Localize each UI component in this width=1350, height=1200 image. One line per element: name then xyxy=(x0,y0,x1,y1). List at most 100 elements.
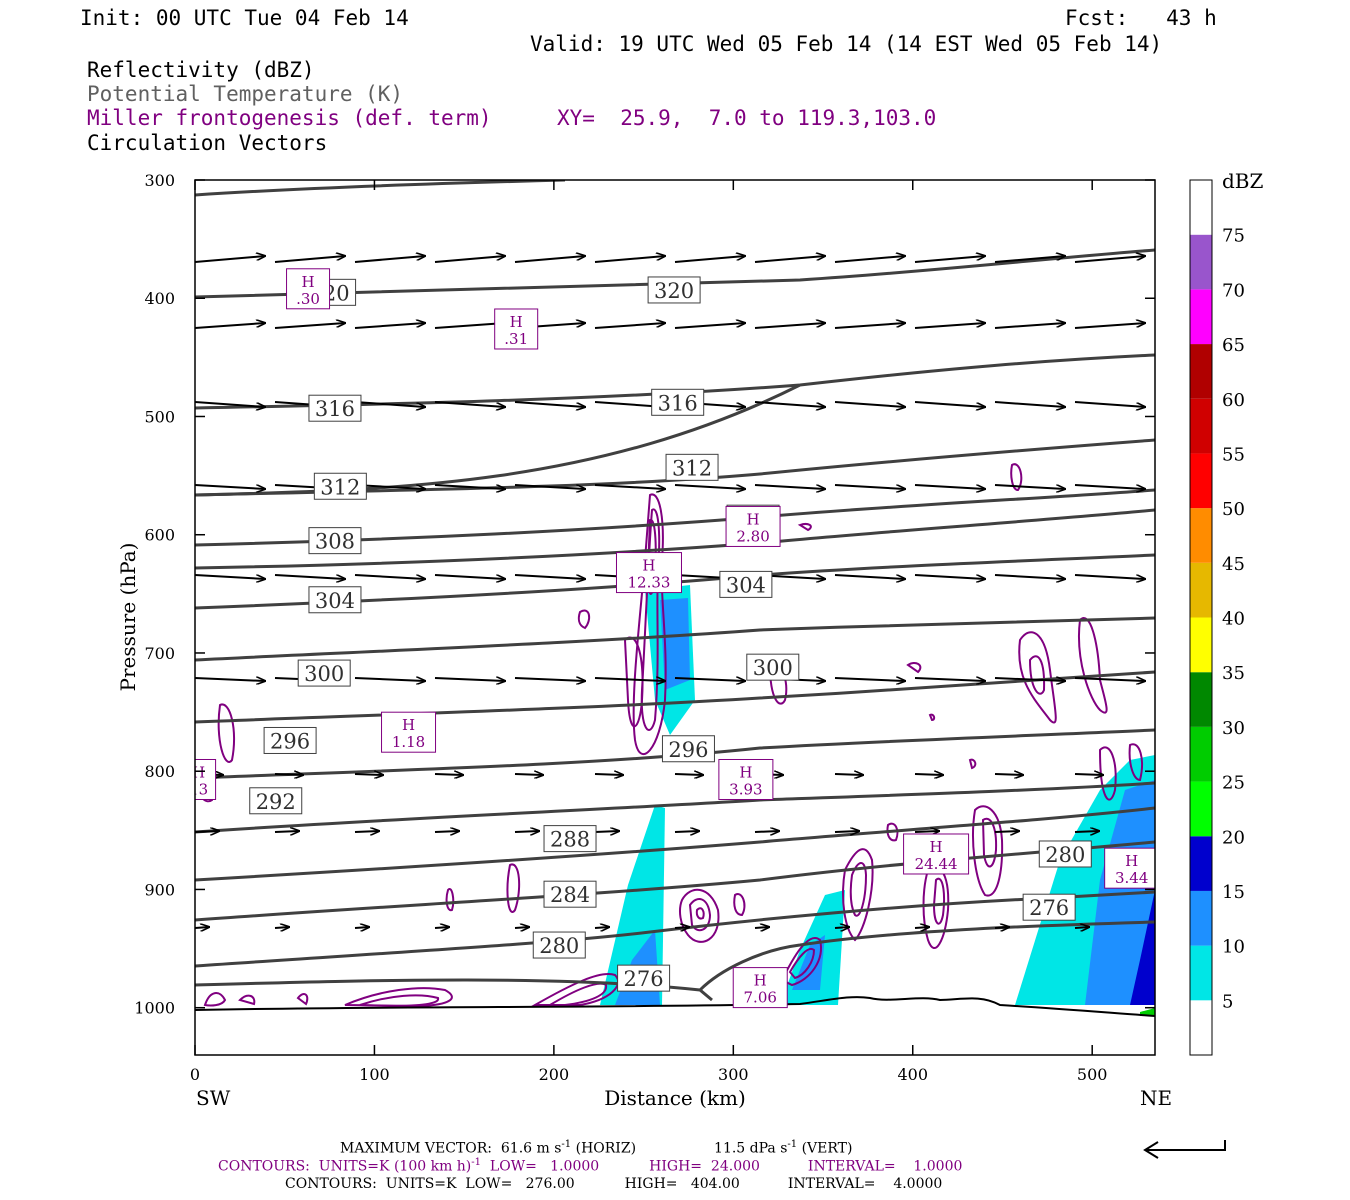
theta-label: 280 xyxy=(1038,840,1092,868)
theta-label: 320 xyxy=(647,276,701,304)
theta-label-text: 304 xyxy=(726,573,766,597)
circulation-vector xyxy=(914,256,985,263)
circulation-vector xyxy=(674,774,703,775)
circulation-vector xyxy=(354,256,425,263)
fronto-max-marker: H xyxy=(402,716,415,734)
colorbar-swatch xyxy=(1190,672,1212,727)
theta-label: 276 xyxy=(617,964,671,992)
colorbar-label: 15 xyxy=(1222,882,1245,903)
circulation-vector xyxy=(994,484,1065,489)
x-tick-label: 400 xyxy=(897,1065,928,1084)
circulation-vector xyxy=(354,774,383,775)
circulation-vector xyxy=(834,323,905,329)
circulation-vector xyxy=(514,574,585,579)
y-tick-label: 400 xyxy=(144,289,175,308)
fronto-max-value: 3.44 xyxy=(1115,869,1148,887)
theta-label: 300 xyxy=(746,653,800,681)
circulation-vector xyxy=(834,927,849,928)
theta-label: 316 xyxy=(308,394,362,422)
x-right-label: NE xyxy=(1140,1086,1172,1110)
theta-labels: 3203203163163123123083083043043003002962… xyxy=(249,276,1092,992)
colorbar-swatch xyxy=(1190,398,1212,454)
field-theta: Potential Temperature (K) xyxy=(87,82,404,106)
colorbar-swatch xyxy=(1190,945,1212,1001)
circulation-vector xyxy=(914,774,943,775)
theta-label-text: 300 xyxy=(753,656,793,680)
fronto-max-marker: H xyxy=(642,557,655,575)
colorbar-swatch xyxy=(1190,890,1212,946)
fronto-max-value: 3.93 xyxy=(729,780,762,798)
colorbar-label: 50 xyxy=(1222,499,1245,520)
theta-label-text: 312 xyxy=(320,475,360,499)
circulation-vector xyxy=(274,927,289,928)
y-tick-label: 900 xyxy=(144,880,175,899)
colorbar-swatch xyxy=(1190,234,1212,290)
circulation-vector xyxy=(354,927,369,928)
circulation-vector xyxy=(195,484,265,489)
footer-fronto-contours: CONTOURS: UNITS=K (100 km h)-1 LOW= 1.00… xyxy=(218,1157,963,1175)
theta-label: 312 xyxy=(665,453,719,481)
circulation-vector xyxy=(834,256,905,263)
fronto-max-value: 13 xyxy=(189,780,208,798)
circulation-vector xyxy=(754,484,825,489)
y-axis: 300 400 500 600 700 800 900 1000 xyxy=(134,171,1155,1018)
colorbar-swatch xyxy=(1190,836,1212,891)
circulation-vector xyxy=(354,574,425,579)
fronto-max-marker: H xyxy=(510,313,523,331)
field-reflectivity: Reflectivity (dBZ) xyxy=(87,58,315,82)
fronto-maximum: H.31 xyxy=(494,308,539,350)
theta-label-text: 280 xyxy=(539,934,579,958)
circulation-vector xyxy=(834,831,859,832)
fronto-max-value: 2.80 xyxy=(736,527,769,545)
circulation-vector xyxy=(274,574,345,579)
x-tick-label: 300 xyxy=(718,1065,749,1084)
circulation-vector xyxy=(514,927,529,928)
circulation-vector xyxy=(274,774,303,775)
fronto-max-value: .31 xyxy=(504,330,528,348)
circulation-vector xyxy=(514,256,585,263)
circulation-vector xyxy=(754,401,825,407)
circulation-vector xyxy=(674,831,699,832)
circulation-vector xyxy=(914,484,985,489)
circulation-vector xyxy=(514,401,585,407)
colorbar-label: 70 xyxy=(1222,280,1245,301)
theta-label-text: 320 xyxy=(654,279,694,303)
colorbar-swatch xyxy=(1190,508,1212,563)
circulation-vector xyxy=(994,678,1065,681)
y-tick-label: 700 xyxy=(144,644,175,663)
colorbar-label: 25 xyxy=(1222,773,1245,794)
colorbar-swatch xyxy=(1190,344,1212,399)
theta-label: 296 xyxy=(263,726,317,754)
colorbar-swatch xyxy=(1190,1000,1212,1055)
colorbar-swatch xyxy=(1190,289,1212,345)
colorbar-label: 5 xyxy=(1222,991,1233,1012)
theta-label: 276 xyxy=(1022,893,1076,921)
fronto-maximum: H12.33 xyxy=(615,552,682,594)
circulation-vector xyxy=(834,774,863,775)
circulation-vector xyxy=(834,401,905,407)
cross-section-chart: 3203203163163123123083083043043003002962… xyxy=(116,169,1264,1110)
x-tick-label: 500 xyxy=(1077,1065,1108,1084)
circulation-vector xyxy=(195,256,265,263)
circulation-vector xyxy=(994,323,1065,329)
colorbar-label: 60 xyxy=(1222,390,1245,411)
fronto-max-marker: H xyxy=(754,972,767,990)
circulation-vector xyxy=(834,484,905,489)
circulation-vector xyxy=(195,323,265,329)
colorbar-swatch xyxy=(1190,781,1212,837)
circulation-vector xyxy=(1074,774,1103,775)
valid-time: Valid: 19 UTC Wed 05 Feb 14 (14 EST Wed … xyxy=(530,32,1163,56)
circulation-vector xyxy=(274,831,299,832)
circulation-vector xyxy=(914,678,985,681)
circulation-vector xyxy=(434,323,505,329)
circulation-vector xyxy=(994,927,1009,928)
circulation-vector xyxy=(1074,484,1145,489)
circulation-vector xyxy=(834,574,905,579)
colorbar-label: 55 xyxy=(1222,444,1245,465)
colorbar-swatch xyxy=(1190,562,1212,618)
y-tick-label: 300 xyxy=(144,171,175,190)
circulation-vector xyxy=(754,256,825,263)
colorbar-label: 30 xyxy=(1222,718,1245,739)
circulation-vector xyxy=(674,256,745,263)
